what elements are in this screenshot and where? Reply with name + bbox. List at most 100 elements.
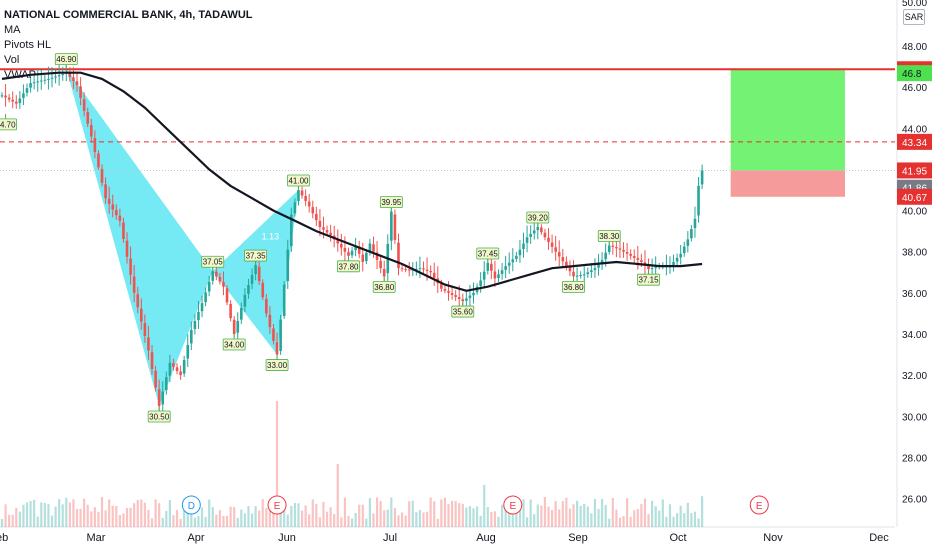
candle-body bbox=[368, 243, 372, 252]
candle-body bbox=[447, 290, 450, 293]
volume-bar bbox=[543, 497, 547, 527]
volume-bar bbox=[329, 507, 332, 527]
indicator-vwap[interactable]: VWAP bbox=[4, 69, 36, 81]
candle-body bbox=[75, 81, 79, 86]
volume-bar bbox=[679, 505, 682, 527]
candle-body bbox=[315, 213, 318, 221]
candle-body bbox=[254, 265, 257, 275]
time-axis[interactable]: eb Mar Apr Jun Jul Aug Sep Oct Nov Dec bbox=[0, 532, 889, 544]
candle-body bbox=[129, 258, 132, 275]
volume-bar bbox=[297, 503, 300, 527]
volume-bar bbox=[325, 511, 329, 527]
candle-body bbox=[382, 268, 386, 277]
volume-bar bbox=[440, 499, 443, 527]
volume-bar bbox=[643, 498, 647, 527]
candle-body bbox=[0, 95, 4, 97]
candle-body bbox=[215, 271, 218, 277]
candle-body bbox=[307, 201, 311, 207]
volume-bar bbox=[118, 515, 121, 527]
volume-bar bbox=[165, 511, 168, 527]
candle-body bbox=[39, 80, 43, 82]
volume-bar bbox=[365, 518, 368, 527]
volume-bar bbox=[383, 510, 386, 527]
volume-bar bbox=[318, 517, 322, 527]
candle-body bbox=[193, 320, 197, 329]
volume-bar bbox=[300, 510, 304, 527]
pivot-label: 37.15 bbox=[639, 276, 660, 285]
long-position-box[interactable] bbox=[730, 69, 845, 197]
volume-bar bbox=[272, 502, 275, 527]
event-marker-circle bbox=[503, 495, 523, 515]
candle-body bbox=[157, 389, 161, 406]
candle-body bbox=[29, 83, 32, 88]
volume-bar bbox=[433, 501, 436, 527]
price-tick-label: 46.00 bbox=[902, 83, 927, 94]
candle-body bbox=[600, 259, 604, 264]
volume-bar bbox=[461, 504, 464, 527]
candle-body bbox=[504, 266, 507, 270]
volume-bar bbox=[658, 510, 661, 527]
candle-body bbox=[97, 153, 100, 168]
pivot-label: 44.70 bbox=[0, 120, 16, 129]
pattern-ratio-label: 1.13 bbox=[262, 231, 280, 241]
candle-body bbox=[140, 308, 143, 322]
volume-bar bbox=[458, 503, 461, 527]
volume-bar bbox=[54, 506, 57, 527]
candle-body bbox=[272, 328, 275, 341]
volume-bar bbox=[447, 504, 450, 527]
candle-body bbox=[561, 256, 565, 262]
volume-bar bbox=[350, 518, 354, 527]
volume-bar bbox=[83, 498, 86, 527]
candle-body bbox=[143, 323, 147, 337]
indicator-pivots[interactable]: Pivots HL bbox=[4, 39, 52, 51]
volume-bar bbox=[472, 508, 475, 527]
volume-bar bbox=[315, 503, 318, 527]
candle-body bbox=[525, 237, 529, 243]
price-axis[interactable]: 48.0046.0044.0042.0040.0038.0036.0034.00… bbox=[897, 0, 932, 506]
indicator-vol[interactable]: Vol bbox=[4, 54, 20, 66]
candle-body bbox=[229, 304, 232, 319]
pivot-label: 46.90 bbox=[56, 55, 77, 64]
volume-bar bbox=[593, 499, 597, 527]
candle-body bbox=[22, 93, 25, 98]
price-tick-label: 26.00 bbox=[902, 495, 927, 506]
volume-bar bbox=[58, 499, 61, 527]
volume-bar bbox=[618, 517, 622, 527]
candle-body bbox=[336, 239, 340, 244]
volume-bar bbox=[179, 518, 182, 527]
time-tick-label: Mar bbox=[87, 532, 106, 544]
volume-bar bbox=[490, 511, 493, 527]
candle-body bbox=[472, 292, 475, 296]
candle-body bbox=[575, 275, 579, 277]
volume-bar bbox=[672, 516, 675, 527]
currency-unit-button[interactable]: SAR bbox=[903, 9, 925, 25]
volume-bar bbox=[425, 511, 429, 527]
time-tick-label: Apr bbox=[187, 532, 204, 544]
volume-bar bbox=[690, 512, 693, 527]
volume-bar bbox=[336, 464, 339, 527]
pivot-label: 34.00 bbox=[224, 340, 245, 349]
last-price-tag-bg bbox=[897, 162, 932, 179]
candle-body bbox=[161, 391, 165, 405]
candle-body bbox=[650, 268, 654, 270]
candle-body bbox=[14, 101, 18, 104]
candle-body bbox=[179, 371, 182, 376]
volume-bar bbox=[211, 507, 214, 527]
candle-body bbox=[86, 112, 90, 124]
candlesticks bbox=[0, 63, 704, 414]
candle-body bbox=[543, 232, 547, 238]
event-marker-circle bbox=[749, 495, 769, 515]
volume-bar bbox=[361, 504, 364, 527]
volume-bar bbox=[86, 504, 89, 527]
pivot-label-box bbox=[597, 230, 621, 242]
candle-body bbox=[250, 275, 254, 284]
pattern-triangle-xab bbox=[66, 68, 213, 406]
target-price-tag-bg bbox=[897, 65, 932, 82]
event-marker-circle bbox=[181, 495, 201, 515]
candle-body bbox=[304, 196, 307, 201]
volume-bar bbox=[265, 507, 268, 527]
volume-bar bbox=[583, 503, 586, 527]
volume-bar bbox=[525, 517, 529, 527]
indicator-ma[interactable]: MA bbox=[4, 24, 21, 36]
